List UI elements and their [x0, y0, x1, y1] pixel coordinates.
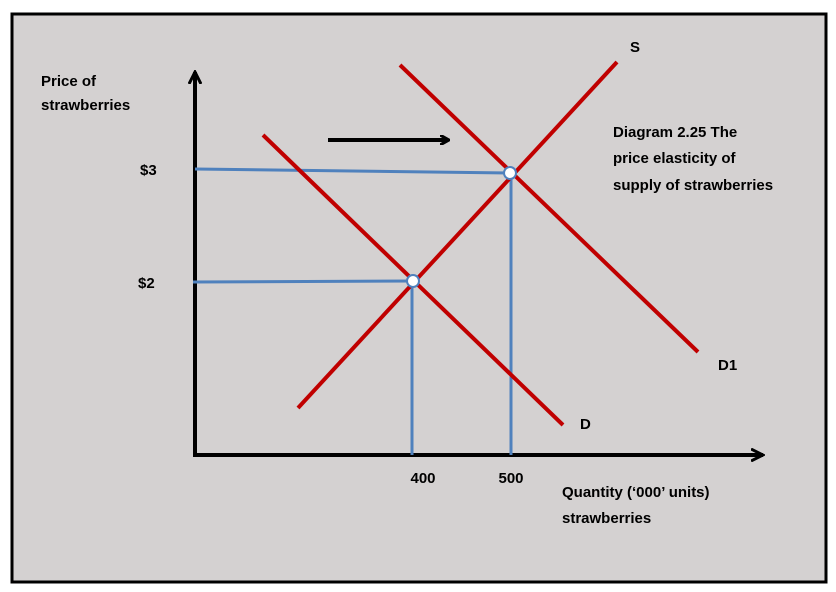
- curve-label: S: [630, 39, 640, 56]
- y-axis-label: strawberries: [41, 97, 130, 114]
- y-tick-label: $3: [140, 162, 157, 179]
- x-tick-label: 500: [498, 470, 523, 487]
- equilibrium-point: [503, 166, 517, 180]
- y-tick-label: $2: [138, 275, 155, 292]
- x-axis-label: strawberries: [562, 510, 651, 527]
- curve-label: D1: [718, 357, 737, 374]
- guide-lines: [192, 167, 513, 455]
- new-demand-curve: [398, 63, 700, 354]
- caption: supply of strawberries: [613, 177, 773, 194]
- x-tick-label: 400: [410, 470, 435, 487]
- caption: Diagram 2.25 The: [613, 124, 737, 141]
- guide-line: [194, 167, 511, 175]
- x-axis-label: Quantity (‘000’ units): [562, 484, 710, 501]
- curve-label: D: [580, 416, 591, 433]
- frame: [10, 12, 828, 584]
- y-axis-label: Price of: [41, 73, 97, 90]
- guide-line: [192, 279, 414, 284]
- supply-curve: [296, 60, 619, 410]
- equilibrium-point: [406, 274, 420, 288]
- caption: price elasticity of: [613, 150, 737, 167]
